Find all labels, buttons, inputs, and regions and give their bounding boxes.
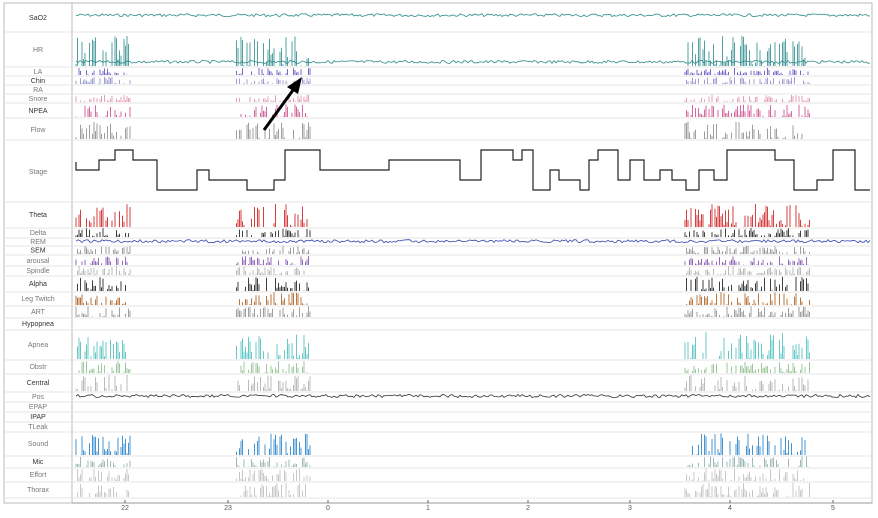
track-label: EPAP <box>29 404 47 411</box>
trace <box>75 306 810 317</box>
trace <box>75 374 809 391</box>
track-label: LA <box>34 69 43 76</box>
trace <box>75 256 809 265</box>
track-label: Leg Twitch <box>21 296 54 303</box>
trace <box>77 482 810 497</box>
trace <box>77 468 804 481</box>
tick-label: 3 <box>628 505 632 512</box>
tick-label: 4 <box>728 505 732 512</box>
track-label: Delta <box>30 230 46 237</box>
trace <box>75 239 871 244</box>
trace <box>75 433 806 455</box>
track-label: TLeak <box>28 424 48 431</box>
trace <box>75 121 803 139</box>
tick-label: 2 <box>526 505 530 512</box>
arrow <box>262 77 302 131</box>
tick-label: 23 <box>224 505 232 512</box>
track-label: ART <box>31 309 46 316</box>
tick-label: 22 <box>121 505 129 512</box>
tracks: SaO2 HR LA Chin RA Snore NPEA Flow Stage Theta Del… <box>4 13 872 499</box>
track-label: Flow <box>31 127 47 134</box>
track-label: Obstr <box>29 364 47 371</box>
trace <box>75 292 810 305</box>
trace <box>75 456 809 467</box>
time-axis: 22 23 0 1 2 3 4 5 <box>72 500 872 512</box>
track-label: NPEA <box>28 108 47 115</box>
track-label: RA <box>33 87 43 94</box>
track-label: Hypopnea <box>22 321 54 328</box>
track-label: arousal <box>27 258 50 265</box>
track-label: Sound <box>28 441 48 448</box>
trace <box>75 228 809 237</box>
track-label: HR <box>33 47 43 54</box>
track-label: Effort <box>30 472 47 479</box>
trace <box>75 94 810 102</box>
trace <box>77 276 809 291</box>
track-label: IPAP <box>30 414 46 421</box>
trace <box>77 332 810 359</box>
track-label: Mic <box>33 459 44 466</box>
trace <box>75 35 871 66</box>
track-label: SaO2 <box>29 15 47 22</box>
track-label: Snore <box>29 96 48 103</box>
tick-label: 1 <box>426 505 430 512</box>
trace <box>78 361 810 373</box>
track-label: SEM <box>30 247 45 254</box>
trace <box>75 13 871 18</box>
track-label: Central <box>27 380 50 387</box>
trace <box>77 266 810 275</box>
trace <box>75 393 871 399</box>
trace <box>75 149 870 191</box>
tick-label: 5 <box>831 505 835 512</box>
track-label: Stage <box>29 169 47 176</box>
track-label: Chin <box>31 78 46 85</box>
track-label: Theta <box>29 212 47 219</box>
trace <box>78 67 809 75</box>
tick-label: 0 <box>326 505 330 512</box>
trace <box>75 104 810 117</box>
track-label: Pos <box>32 394 45 401</box>
track-label: Alpha <box>29 281 47 288</box>
track-label: Spindle <box>26 268 49 275</box>
track-label: Thorax <box>27 487 49 494</box>
trace <box>77 246 810 254</box>
track-label: REM <box>30 239 46 246</box>
track-label: Apnea <box>28 342 48 349</box>
trace <box>75 204 810 227</box>
